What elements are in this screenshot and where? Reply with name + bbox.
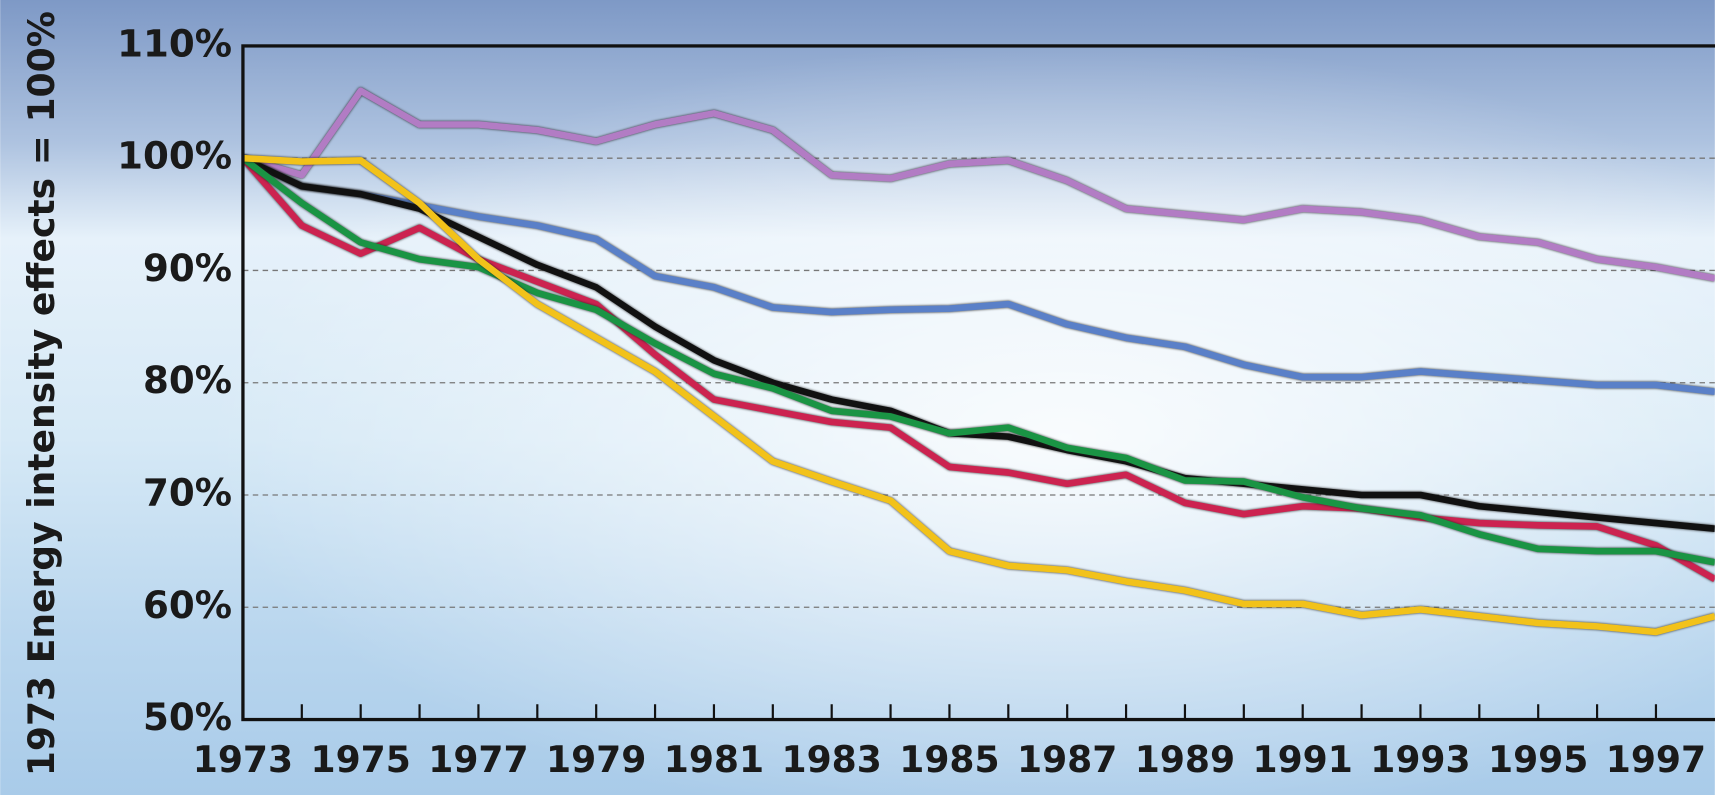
y-tick-label: 80% [143,358,232,402]
x-tick-label: 1983 [781,739,881,781]
x-tick-label: 1975 [310,739,410,781]
y-tick-label: 100% [117,134,232,178]
x-tick-label: 1973 [193,739,293,781]
y-tick-label: 70% [143,471,232,515]
y-tick-label: 90% [143,246,232,290]
x-tick-label: 1981 [664,739,764,781]
y-tick-label: 50% [143,695,232,739]
series-line [242,155,1715,395]
series-line [242,155,1715,566]
x-tick-label: 1995 [1488,739,1588,781]
series-line [242,154,1715,636]
plot-frame [241,44,1715,722]
x-tick-label: 1989 [1135,739,1235,781]
x-tick-label: 1985 [899,739,999,781]
x-tick-label: 1977 [428,739,528,781]
x-tick-label: 1979 [546,739,646,781]
y-tick-label: 60% [143,583,232,627]
y-tick-label: 110% [117,21,232,65]
x-tick-label: 1991 [1252,739,1352,781]
x-tick-label: 1987 [1017,739,1117,781]
series-line [242,155,1715,532]
x-tick-label: 1993 [1370,739,1470,781]
y-axis-title: 1973 Energy intensity effects = 100% [21,11,63,776]
series-line [242,87,1715,282]
x-tick-label: 1997 [1606,739,1706,781]
